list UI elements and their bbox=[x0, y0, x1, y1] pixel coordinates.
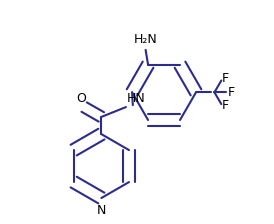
Text: H₂N: H₂N bbox=[134, 33, 158, 46]
Text: F: F bbox=[222, 72, 229, 85]
Text: F: F bbox=[228, 86, 235, 99]
Text: N: N bbox=[97, 204, 106, 217]
Text: O: O bbox=[76, 92, 86, 105]
Text: HN: HN bbox=[127, 92, 146, 105]
Text: F: F bbox=[222, 99, 229, 112]
